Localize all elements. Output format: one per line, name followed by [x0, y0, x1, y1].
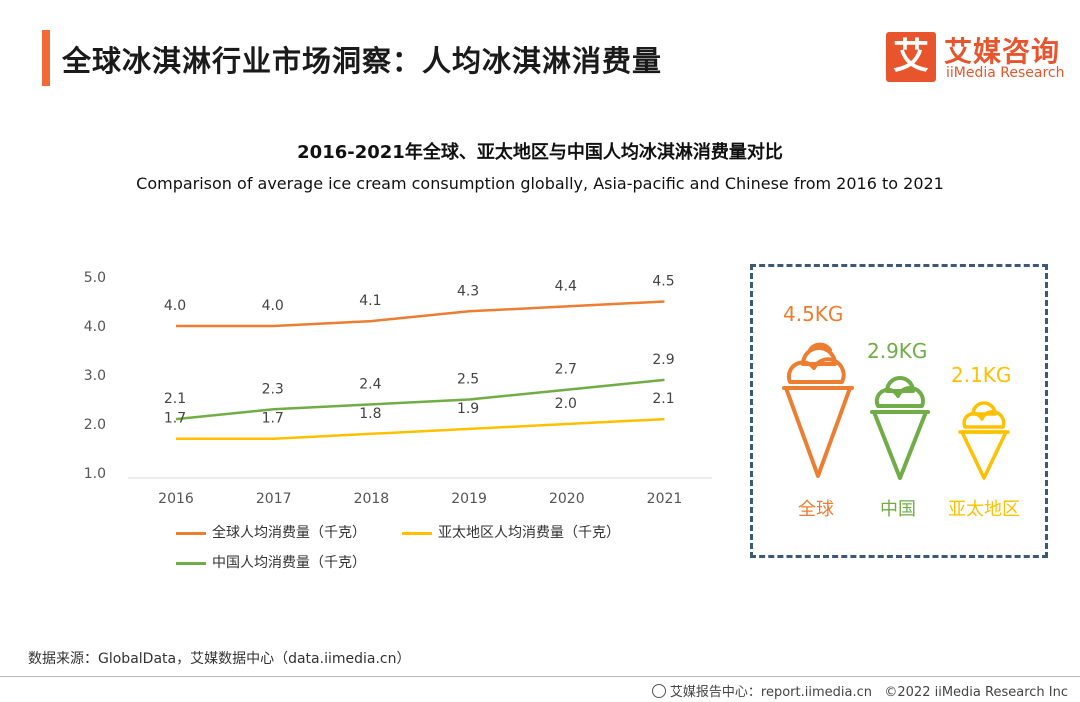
y-tick-label: 5.0: [84, 270, 106, 286]
ice-cream-cone-global-icon: [782, 342, 854, 478]
logo-mark-icon: 艾: [886, 32, 936, 82]
region-label-asia-pacific: 亚太地区: [948, 499, 1020, 520]
ice-cream-cone-asia-pacific-icon: [958, 401, 1010, 480]
y-tick-label: 2.0: [84, 417, 106, 433]
data-label-global: 4.1: [359, 293, 381, 309]
ice-cream-cone-china-icon: [870, 376, 930, 480]
chart-subtitle: Comparison of average ice cream consumpt…: [136, 174, 944, 193]
x-tick-label: 2021: [647, 491, 683, 507]
x-tick-label: 2017: [256, 491, 292, 507]
logo-english-name: iiMedia Research: [946, 65, 1065, 81]
data-label-china: 2.4: [359, 376, 381, 392]
y-tick-label: 4.0: [84, 319, 106, 335]
page-title: 全球冰淇淋行业市场洞察：人均冰淇淋消费量: [62, 44, 663, 78]
kg-global: 4.5KG: [783, 302, 844, 326]
copyright: ©2022 iiMedia Research Inc: [884, 685, 1068, 700]
data-label-china: 2.9: [652, 352, 674, 368]
legend-swatch-global: [176, 531, 206, 535]
data-label-global: 4.4: [555, 278, 577, 294]
footer-credits: 艾媒报告中心：report.iimedia.cn ©2022 iiMedia R…: [651, 681, 1068, 700]
data-label-global: 4.0: [262, 298, 284, 314]
data-label-china: 2.5: [457, 372, 479, 388]
data-label-global: 4.3: [457, 283, 479, 299]
region-label-global: 全球: [798, 499, 834, 520]
legend-label-asia-pacific: 亚太地区人均消费量（千克）: [438, 525, 620, 541]
kg-asia-pacific: 2.1KG: [951, 363, 1012, 387]
consumption-summary-panel: [750, 264, 1048, 558]
data-label-asia-pacific: 2.0: [555, 396, 577, 412]
kg-china: 2.9KG: [867, 339, 928, 363]
data-label-asia-pacific: 1.8: [359, 406, 381, 422]
data-source: 数据来源：GlobalData，艾媒数据中心（data.iimedia.cn）: [28, 651, 411, 667]
data-label-global: 4.5: [652, 274, 674, 290]
x-tick-label: 2019: [451, 491, 487, 507]
series-line-china: [175, 378, 665, 421]
legend-item-global: 全球人均消费量（千克）: [176, 522, 366, 542]
data-label-china: 2.3: [262, 381, 284, 397]
chart-title: 2016-2021年全球、亚太地区与中国人均冰淇淋消费量对比: [297, 142, 783, 163]
globe-icon: [651, 684, 666, 698]
legend-swatch-china: [176, 561, 206, 565]
x-tick-label: 2020: [549, 491, 585, 507]
data-label-china: 2.1: [164, 391, 186, 407]
footer-divider: [0, 676, 1080, 677]
x-tick-label: 2016: [158, 491, 194, 507]
data-label-asia-pacific: 2.1: [652, 391, 674, 407]
legend-item-china: 中国人均消费量（千克）: [176, 552, 366, 572]
data-label-asia-pacific: 1.7: [164, 411, 186, 427]
data-label-asia-pacific: 1.7: [262, 411, 284, 427]
title-accent-bar: [42, 30, 50, 86]
data-label-china: 2.7: [555, 362, 577, 378]
legend-swatch-asia-pacific: [402, 531, 432, 535]
legend-label-china: 中国人均消费量（千克）: [212, 555, 366, 571]
brand-logo[interactable]: 艾 艾媒咨询 iiMedia Research: [886, 30, 1065, 86]
legend-item-asia-pacific: 亚太地区人均消费量（千克）: [402, 522, 620, 542]
data-label-global: 4.0: [164, 298, 186, 314]
series-line-asia-pacific: [176, 417, 665, 440]
data-label-asia-pacific: 1.9: [457, 401, 479, 417]
report-center-link[interactable]: 艾媒报告中心：report.iimedia.cn: [669, 685, 872, 700]
x-tick-label: 2018: [354, 491, 390, 507]
region-label-china: 中国: [880, 499, 916, 520]
series-line-global: [176, 300, 665, 328]
logo-chinese-name: 艾媒咨询: [944, 35, 1061, 68]
y-tick-label: 3.0: [84, 368, 106, 384]
legend-label-global: 全球人均消费量（千克）: [212, 525, 366, 541]
y-tick-label: 1.0: [84, 466, 106, 482]
